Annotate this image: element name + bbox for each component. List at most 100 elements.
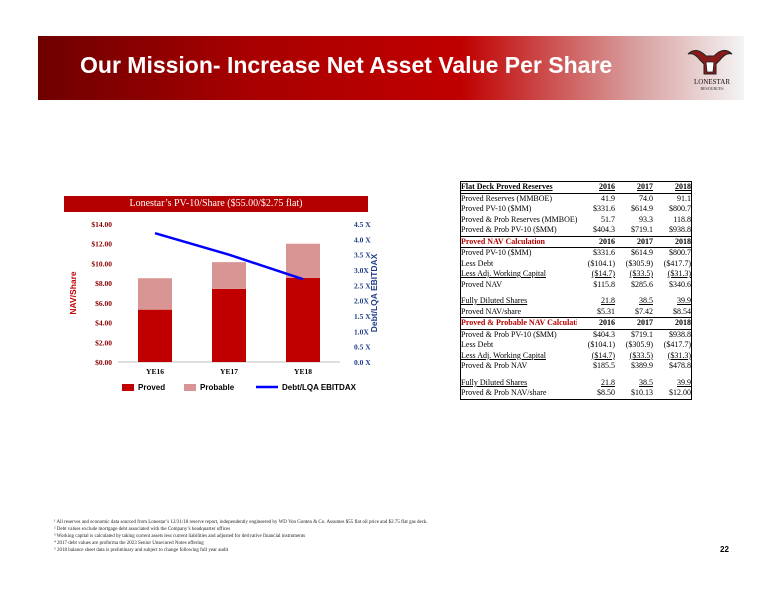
cell: ($104.1) xyxy=(587,340,615,349)
table-row: Proved & Prob NAV $185.5 $389.9 $478.8 xyxy=(461,361,691,372)
debt-ebitdax-line xyxy=(154,231,304,281)
table-row: Proved & Prob PV-10 ($MM) $404.3 $719.1 … xyxy=(461,225,691,236)
cell: $404.3 xyxy=(593,329,615,339)
cell: ($14.7) xyxy=(591,350,615,360)
footnote: ¹ All reserves and economic data sourced… xyxy=(54,520,428,525)
cell: 39.9 xyxy=(677,296,691,305)
row-label: Proved & Prob NAV/share xyxy=(461,388,547,397)
legend-label-proved: Proved xyxy=(138,383,165,392)
logo-text: LONESTAR xyxy=(694,78,730,86)
probable-bar xyxy=(138,278,172,310)
cell: $719.1 xyxy=(631,225,653,234)
cell: $800.7 xyxy=(669,204,691,213)
title-banner: Our Mission- Increase Net Asset Value Pe… xyxy=(38,36,744,100)
footnote: ² Debt values exclude mortgage debt asso… xyxy=(54,527,231,532)
table-row: Proved NAV $115.8 $285.6 $340.6 xyxy=(461,280,691,291)
table-row: Proved & Prob PV-10 ($MM) $404.3 $719.1 … xyxy=(461,330,691,341)
y2-tick-label: 2.5 X xyxy=(354,281,371,290)
cell: $12.00 xyxy=(669,388,691,397)
cell: ($33.5) xyxy=(629,350,653,360)
cell: ($14.7) xyxy=(591,269,615,278)
cell: 74.0 xyxy=(639,193,653,203)
header-cell: Flat Deck Proved Reserves xyxy=(461,182,553,191)
y-tick-label: $0.00 xyxy=(95,358,112,367)
header-cell: 2018 xyxy=(675,182,691,191)
cell: $7.42 xyxy=(635,306,653,316)
y-tick-label: $2.00 xyxy=(95,338,112,347)
cell: ($33.5) xyxy=(629,269,653,278)
table-row: Proved Reserves (MMBOE) 41.9 74.0 91.1 xyxy=(461,194,691,205)
x-tick-label: YE17 xyxy=(220,367,238,376)
cell: ($31.3) xyxy=(667,350,691,360)
header-cell: 2018 xyxy=(675,318,691,327)
legend-swatch-probable xyxy=(184,384,196,391)
footnotes: ¹ All reserves and economic data sourced… xyxy=(54,519,574,554)
table-row: Fully Diluted Shares 21.8 38.5 39.9 xyxy=(461,296,691,307)
header-cell: 2017 xyxy=(637,318,653,327)
header-cell: 2017 xyxy=(637,182,653,191)
y2-tick-label: 3.0X xyxy=(354,266,369,275)
cell: $478.8 xyxy=(669,361,691,370)
cell: $938.8 xyxy=(669,329,691,339)
probable-bar xyxy=(286,243,320,278)
table-row: Proved PV-10 ($MM) $331.6 $614.9 $800.7 xyxy=(461,204,691,215)
row-label: Proved NAV/share xyxy=(461,306,522,316)
table-row: Less Adj. Working Capital ($14.7) ($33.5… xyxy=(461,269,691,280)
y-tick-label: $14.00 xyxy=(91,220,112,229)
table-row: Fully Diluted Shares 21.8 38.5 39.9 xyxy=(461,378,691,389)
legend-label-probable: Probable xyxy=(200,383,235,392)
cell: $938.8 xyxy=(669,225,691,234)
y2-axis-title: Debt/LQA EBITDAX xyxy=(369,253,379,332)
table-row: Less Debt ($104.1) ($305.9) ($417.7) xyxy=(461,259,691,270)
row-label: Proved NAV xyxy=(461,279,502,289)
cell: $10.13 xyxy=(631,388,653,397)
probable-nav-header-row: Proved & Probable NAV Calculation 2016 2… xyxy=(461,318,691,330)
reserves-header-row: Flat Deck Proved Reserves 2016 2017 2018 xyxy=(461,182,691,194)
cell: $340.6 xyxy=(669,279,691,289)
row-label: Fully Diluted Shares xyxy=(461,377,528,387)
probable-nav-section: Proved & Probable NAV Calculation 2016 2… xyxy=(460,318,692,400)
cell: $800.7 xyxy=(669,248,691,257)
cell: $285.6 xyxy=(631,279,653,289)
cell: $614.9 xyxy=(631,248,653,257)
header-cell: 2018 xyxy=(675,236,691,246)
row-label: Proved & Prob PV-10 ($MM) xyxy=(461,225,557,234)
table-row: Proved PV-10 ($MM) $331.6 $614.9 $800.7 xyxy=(461,248,691,259)
nav-per-share-chart: $0.00 $2.00 $4.00 $6.00 $8.00 $10.00 $12.00 $14… xyxy=(68,220,379,392)
proved-bar xyxy=(286,277,320,362)
x-tick-label: YE18 xyxy=(294,367,312,376)
y-tick-label: $6.00 xyxy=(95,299,112,308)
legend-label-debt-ebitdax: Debt/LQA EBITDAX xyxy=(282,383,357,392)
header-cell: 2016 xyxy=(599,182,615,191)
table-row: Proved NAV/share $5.31 $7.42 $8.54 xyxy=(461,307,691,318)
footnote: ³ Working capital is calculated by takin… xyxy=(54,534,306,539)
header-cell: 2016 xyxy=(599,318,615,327)
cell: $5.31 xyxy=(597,306,615,316)
header-cell: 2017 xyxy=(637,236,653,246)
cell: ($31.3) xyxy=(667,269,691,278)
row-label: Proved Reserves (MMBOE) xyxy=(461,193,553,203)
cell: 38.5 xyxy=(639,377,653,387)
cell: ($417.7) xyxy=(663,340,691,349)
row-label: Proved PV-10 ($MM) xyxy=(461,204,532,213)
y2-tick-label: 0.5 X xyxy=(354,343,371,352)
cell: $8.50 xyxy=(597,388,615,397)
row-label: Proved & Prob NAV xyxy=(461,361,528,370)
table-row: Proved & Prob Reserves (MMBOE) 51.7 93.3… xyxy=(461,215,691,226)
page-title: Our Mission- Increase Net Asset Value Pe… xyxy=(80,52,613,78)
section-title: Proved & Probable NAV Calculation xyxy=(461,318,577,327)
legend-swatch-proved xyxy=(122,384,134,391)
proved-nav-header-row: Proved NAV Calculation 2016 2017 2018 xyxy=(461,236,691,248)
cell: 41.9 xyxy=(601,193,615,203)
cell: $115.8 xyxy=(593,279,615,289)
longhorn-logo-icon xyxy=(687,50,733,75)
cell: ($305.9) xyxy=(625,258,653,268)
row-label: Proved PV-10 ($MM) xyxy=(461,248,532,257)
x-tick-label: YE16 xyxy=(146,367,164,376)
table-row: Proved & Prob NAV/share $8.50 $10.13 $12… xyxy=(461,388,691,399)
probable-bar xyxy=(212,262,246,289)
y-axis-title: NAV/Share xyxy=(68,271,78,315)
row-label: Less Adj. Working Capital xyxy=(461,350,546,360)
page-number: 22 xyxy=(720,545,729,554)
cell: ($417.7) xyxy=(663,258,691,268)
